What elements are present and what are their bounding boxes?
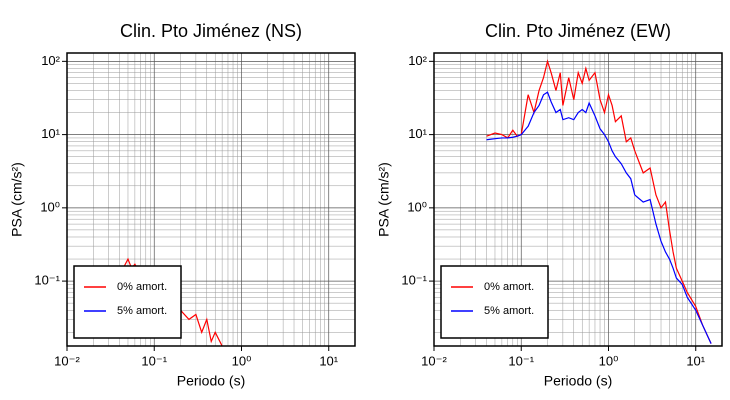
plot-frame (66, 52, 356, 347)
legend-label: 0% amort. (484, 281, 534, 293)
y-tick-label: 10² (408, 53, 427, 68)
x-axis-label: Periodo (s) (544, 373, 612, 389)
chart-title: Clin. Pto Jiménez (NS) (120, 21, 302, 41)
x-axis-label: Periodo (s) (177, 373, 245, 389)
legend-label: 5% amort. (117, 305, 167, 317)
series-group (486, 59, 712, 344)
x-tick-label: 10¹ (319, 353, 338, 368)
series-line (486, 59, 712, 344)
y-tick-label: 10² (41, 53, 60, 68)
y-tick-label: 10⁻¹ (34, 273, 60, 288)
y-axis-label: PSA (cm/s²) (9, 162, 25, 237)
y-tick-label: 10⁻¹ (401, 273, 427, 288)
plot-frame (433, 52, 723, 347)
chart-title: Clin. Pto Jiménez (EW) (485, 21, 671, 41)
legend-label: 5% amort. (484, 305, 534, 317)
x-tick-label: 10⁻¹ (508, 353, 534, 368)
y-tick-label: 10⁰ (407, 199, 427, 214)
x-tick-label: 10⁻² (54, 353, 80, 368)
y-tick-label: 10¹ (41, 126, 60, 141)
y-tick-label: 10¹ (408, 126, 427, 141)
y-tick-label: 10⁰ (40, 199, 60, 214)
x-tick-label: 10⁰ (599, 353, 619, 368)
x-tick-label: 10¹ (686, 353, 705, 368)
legend-box (73, 265, 182, 339)
x-tick-label: 10⁻² (421, 353, 447, 368)
x-tick-label: 10⁰ (232, 353, 252, 368)
legend-box (440, 265, 549, 339)
x-tick-label: 10⁻¹ (141, 353, 167, 368)
legend-label: 0% amort. (117, 281, 167, 293)
y-axis-label: PSA (cm/s²) (376, 162, 392, 237)
series-line (486, 91, 712, 344)
